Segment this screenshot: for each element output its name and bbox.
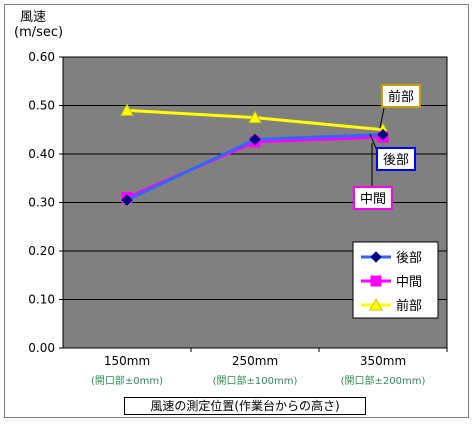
data-point xyxy=(121,194,133,206)
y-tick-label: 0.20 xyxy=(28,244,55,258)
callout-1: 前部 xyxy=(379,84,421,129)
callout-label: 前部 xyxy=(388,89,414,105)
x-tick-note: (開口部±100mm) xyxy=(213,374,298,387)
series-1 xyxy=(121,128,389,206)
callout-label: 後部 xyxy=(383,153,409,168)
data-point xyxy=(377,128,389,141)
legend-label: 前部 xyxy=(396,298,422,314)
y-axis-title-line1: 風速 xyxy=(20,10,47,25)
legend-label: 後部 xyxy=(396,251,422,266)
y-axis-title: 風速 (m/sec) xyxy=(14,10,63,40)
y-tick-label: 0.30 xyxy=(28,196,55,210)
x-tick-label: 250mm xyxy=(232,354,278,368)
callout-box xyxy=(353,186,393,210)
callout-3: 中間 xyxy=(353,143,393,210)
x-axis-title: 風速の測定位置(作業台からの高さ) xyxy=(124,397,366,415)
data-point xyxy=(248,110,262,124)
legend-marker xyxy=(370,251,382,263)
y-tick-label: 0.00 xyxy=(28,341,55,355)
callout-leader xyxy=(379,107,385,129)
y-tick-label: 0.60 xyxy=(28,50,55,64)
x-tick-note: (開口部±200mm) xyxy=(341,374,426,387)
y-tick-label: 0.10 xyxy=(28,293,55,307)
legend-item: 後部 xyxy=(361,251,422,266)
x-tick-label: 350mm xyxy=(360,354,406,368)
legend-label: 中間 xyxy=(396,275,422,290)
callout-box xyxy=(381,84,421,108)
legend-item: 前部 xyxy=(361,297,422,314)
data-point xyxy=(120,103,134,116)
legend-marker xyxy=(369,297,383,311)
legend-marker xyxy=(370,275,382,287)
callout-box xyxy=(376,147,416,171)
legend-item: 中間 xyxy=(361,275,422,290)
callout-2: 後部 xyxy=(369,133,416,171)
callout-label: 中間 xyxy=(360,192,386,207)
data-point xyxy=(249,133,261,146)
y-tick-label: 0.50 xyxy=(28,99,55,113)
y-tick-label: 0.40 xyxy=(28,147,55,161)
x-tick-label: 150mm xyxy=(104,354,150,368)
y-axis-title-line2: (m/sec) xyxy=(14,25,64,40)
x-tick-note: (開口部±0mm) xyxy=(91,374,163,387)
